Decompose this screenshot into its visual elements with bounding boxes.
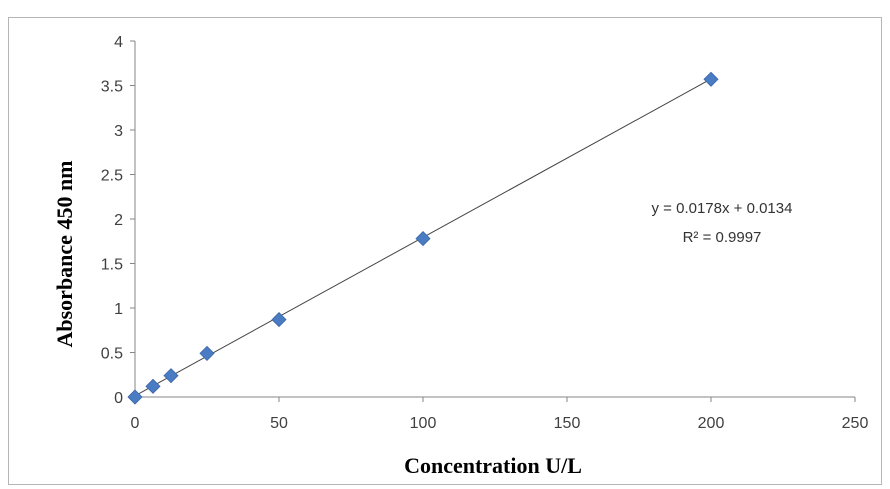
x-tick-label: 150 — [554, 415, 581, 432]
y-tick-label: 1 — [114, 301, 123, 318]
y-axis-title: Absorbance 450 nm — [52, 160, 77, 347]
y-tick-label: 4 — [114, 34, 123, 51]
x-tick-label: 0 — [131, 415, 140, 432]
data-point — [199, 345, 215, 361]
y-tick-label: 3 — [114, 123, 123, 140]
x-tick-label: 250 — [842, 415, 869, 432]
y-tick-label: 0.5 — [101, 346, 123, 363]
x-axis-title: Concentration U/L — [404, 453, 582, 478]
x-ticks: 0 50 100 150 200 250 — [131, 397, 869, 432]
data-points — [127, 71, 719, 405]
chart-frame — [8, 17, 882, 485]
y-tick-label: 2.5 — [101, 168, 123, 185]
x-tick-label: 200 — [698, 415, 725, 432]
data-point — [415, 231, 431, 247]
data-point — [145, 378, 161, 394]
x-tick-label: 100 — [410, 415, 437, 432]
data-point — [271, 312, 287, 328]
y-tick-label: 3.5 — [101, 79, 123, 96]
equation-annotation: y = 0.0178x + 0.0134 — [652, 200, 793, 217]
x-tick-label: 50 — [270, 415, 288, 432]
axes — [134, 41, 855, 398]
y-tick-label: 2 — [114, 212, 123, 229]
data-point — [127, 389, 143, 405]
data-point — [163, 368, 179, 384]
data-point — [703, 71, 719, 87]
r-squared-annotation: R² = 0.9997 — [683, 229, 762, 246]
y-tick-label: 0 — [114, 390, 123, 407]
y-ticks: 0 0.5 1 1.5 2 2.5 3 3.5 4 — [101, 34, 135, 407]
y-tick-label: 1.5 — [101, 257, 123, 274]
